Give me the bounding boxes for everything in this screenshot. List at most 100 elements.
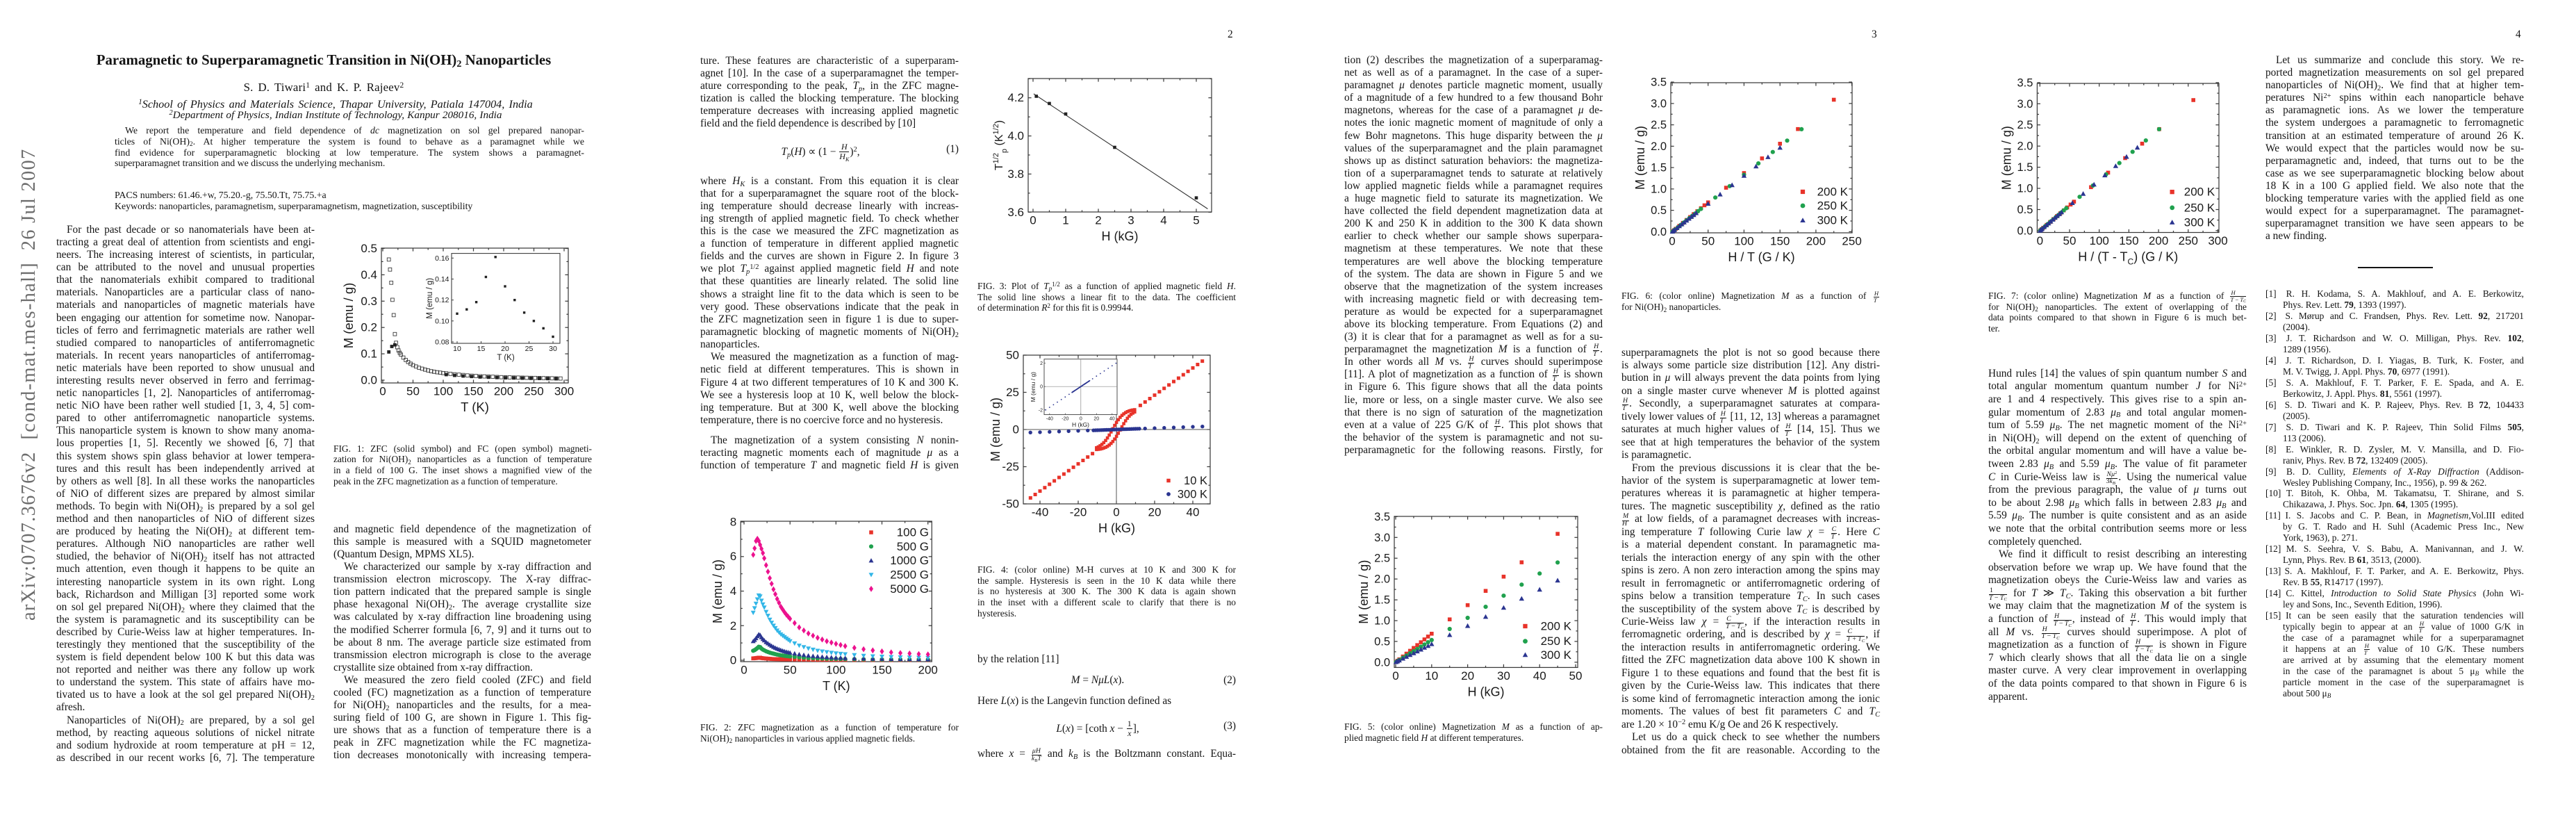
svg-text:4: 4: [1160, 214, 1166, 227]
svg-text:250 K: 250 K: [1817, 199, 1849, 213]
svg-text:2.0: 2.0: [2017, 140, 2033, 153]
svg-text:20: 20: [1461, 669, 1474, 682]
svg-text:0: 0: [2037, 234, 2043, 247]
svg-text:3.0: 3.0: [1374, 532, 1390, 544]
svg-text:0: 0: [1040, 385, 1043, 390]
svg-text:0.16: 0.16: [435, 254, 449, 263]
svg-text:300: 300: [554, 385, 574, 398]
svg-text:200: 200: [2149, 234, 2168, 247]
svg-text:0.1: 0.1: [361, 348, 377, 361]
svg-text:M (emu / g): M (emu / g): [1999, 126, 2013, 190]
svg-text:30: 30: [549, 345, 557, 353]
svg-text:T (K): T (K): [823, 679, 850, 693]
svg-text:0.0: 0.0: [1651, 226, 1667, 238]
svg-text:2: 2: [1040, 361, 1043, 366]
svg-text:-40: -40: [1046, 417, 1053, 422]
svg-text:200: 200: [1806, 235, 1826, 248]
svg-text:5: 5: [1193, 214, 1199, 227]
svg-text:0.5: 0.5: [1374, 635, 1390, 648]
svg-text:2.0: 2.0: [1374, 573, 1390, 586]
svg-text:M (emu / g): M (emu / g): [426, 278, 434, 319]
svg-text:1.0: 1.0: [1651, 183, 1667, 195]
svg-text:0.10: 0.10: [435, 317, 449, 325]
svg-text:6: 6: [730, 550, 736, 563]
svg-text:5000 G: 5000 G: [890, 582, 929, 596]
svg-text:250: 250: [1842, 235, 1861, 248]
svg-text:-20: -20: [1070, 506, 1087, 519]
svg-text:0: 0: [730, 654, 736, 667]
svg-text:2.5: 2.5: [1374, 553, 1390, 565]
svg-text:4: 4: [730, 584, 736, 598]
svg-text:3.8: 3.8: [1007, 167, 1024, 181]
svg-text:150: 150: [2119, 234, 2138, 247]
svg-text:0.5: 0.5: [361, 242, 377, 255]
svg-text:200 K: 200 K: [1817, 185, 1849, 198]
svg-text:0.0: 0.0: [1374, 656, 1390, 669]
svg-text:1.5: 1.5: [1374, 594, 1390, 607]
svg-text:-40: -40: [1032, 506, 1049, 519]
svg-text:-2: -2: [1039, 408, 1043, 413]
svg-text:M (emu / g): M (emu / g): [341, 283, 356, 349]
svg-text:1.0: 1.0: [2017, 183, 2033, 195]
svg-text:50: 50: [406, 385, 420, 398]
svg-text:0.14: 0.14: [435, 275, 449, 284]
svg-text:4.0: 4.0: [1007, 129, 1024, 142]
svg-text:H / (T - TC) (G / K): H / (T - TC) (G / K): [2078, 250, 2178, 267]
svg-text:0: 0: [379, 385, 386, 398]
svg-text:1.5: 1.5: [2017, 161, 2033, 174]
svg-text:0.08: 0.08: [435, 338, 449, 347]
svg-text:M (emu / g): M (emu / g): [989, 398, 1002, 461]
svg-text:25: 25: [1006, 386, 1019, 399]
svg-text:300 K: 300 K: [1817, 214, 1849, 227]
svg-text:100: 100: [434, 385, 453, 398]
svg-text:T (K): T (K): [461, 400, 489, 414]
svg-text:H (kG): H (kG): [1102, 229, 1139, 243]
svg-text:50: 50: [1006, 349, 1019, 362]
svg-text:0: 0: [1113, 506, 1119, 519]
svg-text:3.6: 3.6: [1007, 206, 1024, 219]
svg-text:200 K: 200 K: [1541, 620, 1572, 633]
svg-text:0.0: 0.0: [2017, 224, 2033, 237]
svg-text:1000 G: 1000 G: [890, 554, 929, 567]
svg-text:30: 30: [1497, 669, 1510, 682]
svg-text:50: 50: [1701, 235, 1715, 248]
svg-text:T (K): T (K): [497, 354, 515, 362]
svg-text:2.5: 2.5: [2017, 119, 2033, 131]
svg-text:3.5: 3.5: [2017, 76, 2033, 89]
svg-text:M (emu / g): M (emu / g): [1633, 126, 1647, 190]
svg-text:250 K: 250 K: [1541, 635, 1572, 648]
svg-text:100 G: 100 G: [897, 526, 929, 539]
svg-text:0: 0: [1013, 423, 1019, 436]
svg-text:40: 40: [1109, 417, 1115, 422]
svg-text:15: 15: [477, 345, 486, 353]
svg-text:0.2: 0.2: [361, 321, 377, 334]
svg-text:0.4: 0.4: [361, 268, 377, 281]
svg-text:2.0: 2.0: [1651, 140, 1667, 153]
svg-text:T1/2p (K1/2): T1/2p (K1/2): [992, 120, 1009, 170]
svg-text:M (emu / g): M (emu / g): [1357, 560, 1371, 624]
svg-text:0.5: 0.5: [2017, 204, 2033, 216]
svg-text:500 G: 500 G: [897, 540, 929, 553]
svg-text:250 K: 250 K: [2184, 201, 2215, 214]
svg-text:-20: -20: [1062, 417, 1068, 422]
svg-text:10: 10: [1425, 669, 1438, 682]
svg-text:3.0: 3.0: [2017, 98, 2033, 111]
svg-text:-50: -50: [1002, 498, 1019, 511]
svg-text:1: 1: [1062, 214, 1068, 227]
svg-text:1.0: 1.0: [1374, 615, 1390, 628]
svg-text:40: 40: [1187, 506, 1200, 519]
svg-text:0.0: 0.0: [361, 374, 377, 387]
svg-text:200 K: 200 K: [2184, 186, 2215, 199]
svg-text:3.5: 3.5: [1374, 511, 1390, 523]
svg-text:200: 200: [918, 664, 938, 677]
svg-text:200: 200: [494, 385, 513, 398]
svg-text:10: 10: [453, 345, 461, 353]
svg-text:20: 20: [1093, 417, 1099, 422]
svg-text:50: 50: [784, 664, 797, 677]
svg-text:20: 20: [1148, 506, 1162, 519]
svg-text:50: 50: [1569, 669, 1583, 682]
svg-text:8: 8: [730, 516, 736, 529]
svg-text:H (kG): H (kG): [1072, 421, 1089, 428]
svg-text:300: 300: [2208, 234, 2227, 247]
svg-text:20: 20: [501, 345, 509, 353]
